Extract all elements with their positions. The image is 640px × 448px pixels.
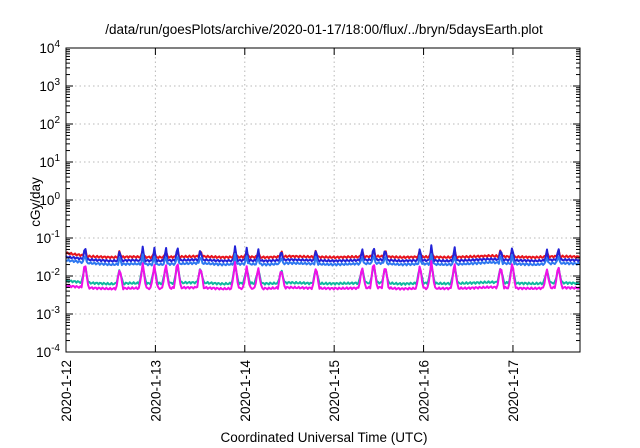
x-tick-label: 2020-1-13	[148, 360, 163, 422]
x-tick-label: 2020-1-16	[417, 360, 432, 422]
y-tick-label: 10-1	[36, 229, 60, 246]
y-tick-label: 10-2	[36, 267, 60, 284]
y-tick-label: 101	[39, 153, 60, 170]
y-tick-label: 10-4	[36, 343, 60, 360]
y-axis-label: cGy/day	[28, 177, 43, 227]
y-tick-label: 103	[39, 77, 60, 94]
y-tick-exponent: -4	[51, 343, 60, 354]
y-tick-label: 100	[39, 191, 60, 208]
y-tick-exponent: -3	[51, 305, 60, 316]
y-tick-exponent: 1	[54, 153, 60, 164]
x-tick-label: 2020-1-12	[59, 360, 74, 422]
series-line	[65, 248, 581, 260]
y-tick-exponent: -1	[51, 229, 60, 240]
axis-ticks: 10-410-310-210-11001011021031042020-1-12…	[36, 39, 580, 422]
series-group	[65, 244, 581, 291]
y-tick-exponent: 2	[54, 115, 60, 126]
y-tick-label: 10-3	[36, 305, 60, 322]
y-tick-label: 104	[39, 39, 60, 56]
x-tick-label: 2020-1-15	[327, 360, 342, 422]
x-axis-label: Coordinated Universal Time (UTC)	[220, 430, 427, 445]
y-tick-exponent: 3	[54, 77, 60, 88]
x-tick-label: 2020-1-14	[238, 360, 253, 422]
chart-title: /data/run/goesPlots/archive/2020-01-17/1…	[105, 22, 543, 37]
series-line	[65, 260, 581, 291]
grid-lines	[66, 48, 580, 352]
x-tick-label: 2020-1-17	[506, 360, 521, 422]
series-line	[65, 252, 581, 267]
y-tick-exponent: 4	[54, 39, 60, 50]
series-line	[65, 244, 581, 263]
y-tick-label: 102	[39, 115, 60, 132]
y-tick-exponent: 0	[54, 191, 60, 202]
y-tick-exponent: -2	[51, 267, 60, 278]
